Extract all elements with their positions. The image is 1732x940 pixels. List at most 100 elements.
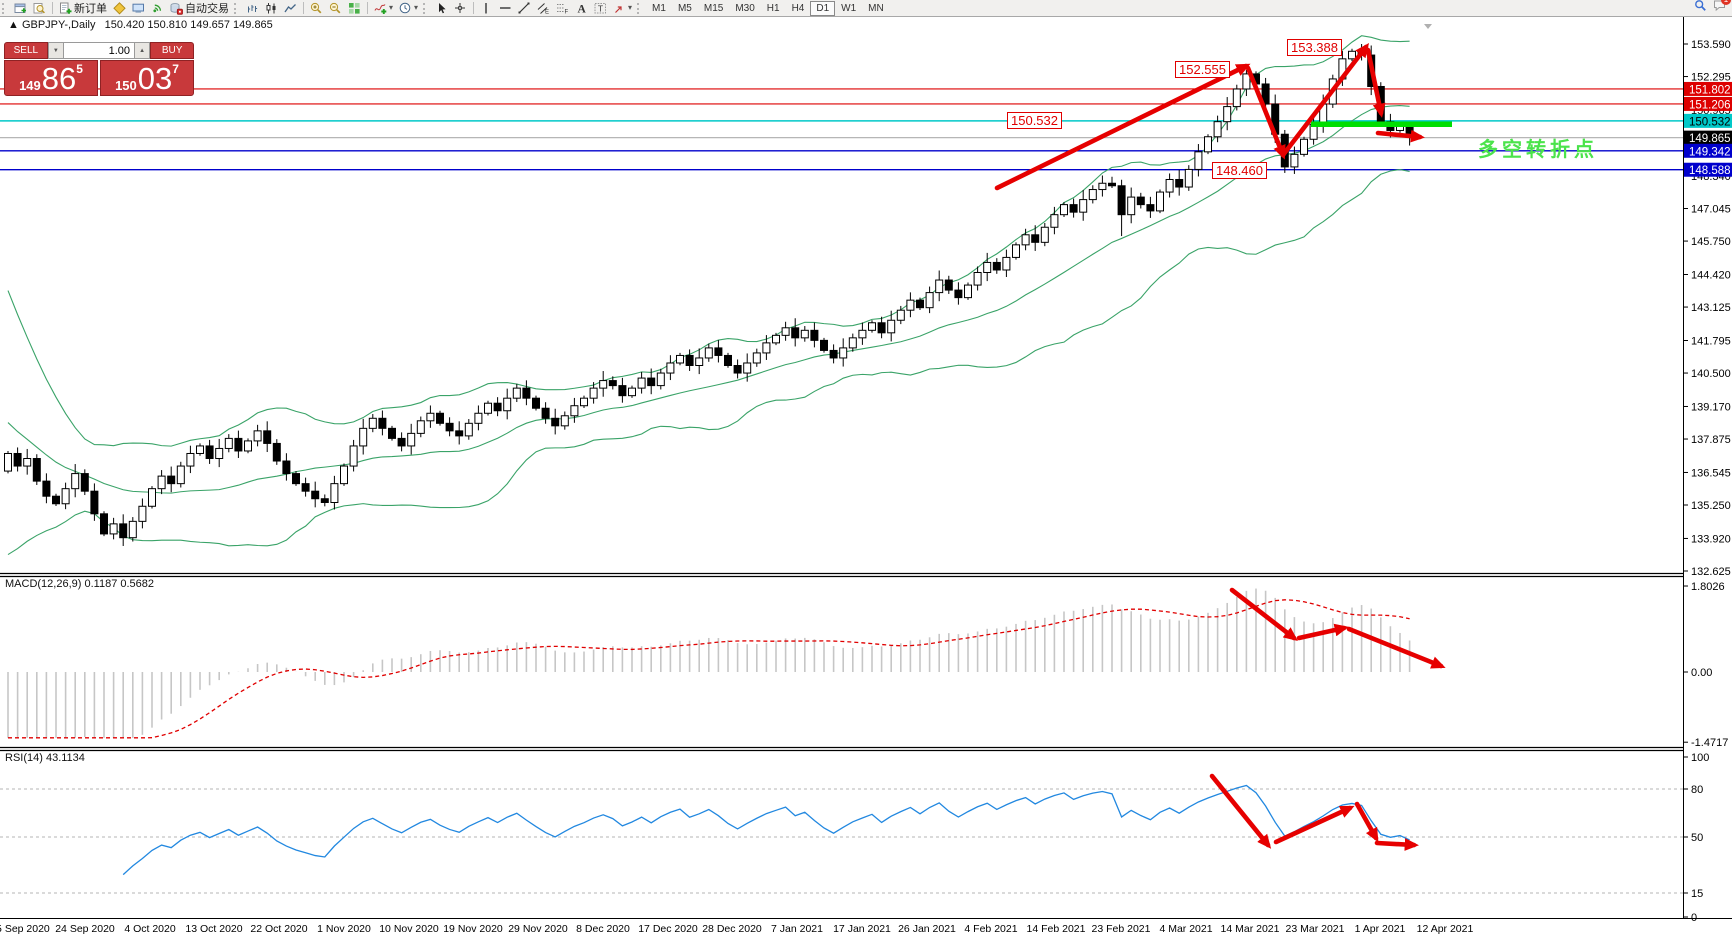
chart-candles-icon — [266, 2, 276, 13]
toolbar-drag-handle[interactable] — [423, 2, 430, 14]
candlesticks — [4, 44, 1414, 546]
date-tick-label: 15 Sep 2020 — [0, 923, 50, 935]
timeframe-h4-button[interactable]: H4 — [791, 2, 805, 14]
date-tick-label: 4 Mar 2021 — [1159, 923, 1212, 935]
chart-shift-marker[interactable] — [1424, 24, 1432, 29]
toolbar-separator — [473, 2, 475, 14]
macd-tick-label: 1.8026 — [1691, 581, 1725, 593]
chart-bars-button[interactable] — [243, 1, 262, 16]
rsi-tick-label: 0 — [1691, 912, 1697, 924]
ohlc-values: 150.420 150.810 149.657 149.865 — [104, 19, 273, 31]
new-window-icon — [14, 3, 26, 13]
support-zone-bar[interactable] — [1311, 121, 1452, 128]
zoom-out-button[interactable] — [326, 1, 345, 16]
date-tick-label: 22 Oct 2020 — [250, 923, 307, 935]
trend-arrows[interactable] — [994, 43, 1425, 191]
buy-price[interactable]: 150 03 7 — [100, 60, 194, 96]
sell-button[interactable]: SELL — [4, 42, 48, 59]
text-label-button[interactable]: T — [591, 1, 610, 16]
price-line-badge: 151.802 — [1689, 84, 1731, 96]
channel-button[interactable]: E — [534, 1, 553, 16]
price-line-badge: 150.532 — [1689, 116, 1731, 128]
svg-text:F: F — [565, 9, 569, 15]
periods-clock-button[interactable]: ▾ — [396, 1, 421, 16]
volume-input[interactable] — [64, 42, 134, 59]
date-tick-label: 19 Nov 2020 — [443, 923, 503, 935]
navigator-button[interactable] — [110, 1, 129, 16]
price-annotation-label[interactable]: 150.532 — [1007, 112, 1062, 129]
fibonacci-button[interactable]: F — [553, 1, 572, 16]
dropdown-caret-icon: ▾ — [414, 3, 419, 12]
volume-increase-button[interactable]: ▲ — [134, 42, 151, 59]
toolbar-drag-handle[interactable] — [2, 2, 9, 14]
rsi-trend-arrows[interactable] — [1209, 773, 1419, 851]
price-annotation-label[interactable]: 148.460 — [1212, 162, 1267, 179]
timeframe-m1-button[interactable]: M1 — [652, 2, 666, 14]
indicators-button[interactable]: ▾ — [371, 1, 396, 16]
buy-price-big-figure: 150 — [115, 78, 137, 93]
timeframe-mn-button[interactable]: MN — [868, 2, 884, 14]
text-button[interactable]: A — [572, 1, 591, 16]
timeframe-d1-button[interactable]: D1 — [810, 0, 836, 16]
date-tick-label: 12 Apr 2021 — [1417, 923, 1474, 935]
timeframe-h1-button[interactable]: H1 — [766, 2, 780, 14]
price-annotation-label[interactable]: 152.555 — [1175, 61, 1230, 78]
timeframe-w1-button[interactable]: W1 — [841, 2, 857, 14]
date-tick-label: 1 Apr 2021 — [1355, 923, 1406, 935]
autotrading-button[interactable]: 自动交易 — [167, 1, 232, 16]
notification-badge: 1 — [1721, 0, 1731, 5]
macd-trend-arrows[interactable] — [1229, 587, 1446, 669]
buy-button[interactable]: BUY — [150, 42, 194, 59]
search-button[interactable] — [1694, 0, 1707, 17]
profiles-search-icon — [33, 2, 45, 13]
date-tick-label: 10 Nov 2020 — [379, 923, 439, 935]
price-scale[interactable]: 153.590152.295150.965149.640148.340147.0… — [1683, 39, 1732, 578]
profiles-search-button[interactable] — [30, 1, 49, 16]
macd-pane-label: MACD(12,26,9) 0.1187 0.5682 — [5, 578, 155, 590]
chart-line-button[interactable] — [281, 1, 300, 16]
sell-price[interactable]: 149 86 5 — [4, 60, 98, 96]
turning-point-annotation[interactable]: 多空转折点 — [1478, 139, 1598, 161]
date-tick-label: 26 Jan 2021 — [898, 923, 956, 935]
signal-button[interactable] — [148, 1, 167, 16]
date-tick-label: 24 Sep 2020 — [55, 923, 115, 935]
chart-candles-button[interactable] — [262, 1, 281, 16]
toolbar-drag-handle[interactable] — [234, 2, 241, 14]
channel-icon: E — [537, 2, 549, 15]
horizontal-line-button[interactable] — [496, 1, 515, 16]
cursor-button[interactable] — [432, 1, 451, 16]
zoom-in-button[interactable] — [307, 1, 326, 16]
terminal-button[interactable] — [129, 1, 148, 16]
new-order-button[interactable]: 新订单 — [56, 1, 110, 16]
bollinger-bands[interactable] — [7, 35, 1410, 556]
price-line-badge: 151.206 — [1689, 99, 1731, 111]
date-tick-label: 13 Oct 2020 — [185, 923, 242, 935]
toolbar-drag-handle[interactable] — [637, 2, 644, 14]
timeframe-m15-button[interactable]: M15 — [703, 2, 724, 14]
timeframe-m5-button[interactable]: M5 — [677, 2, 692, 14]
periods-clock-icon — [399, 2, 411, 13]
arrows-icon — [615, 5, 622, 13]
rsi-tick-label: 50 — [1691, 832, 1703, 844]
chat-button[interactable]: 1 — [1713, 0, 1731, 17]
time-scale[interactable]: 15 Sep 2020 24 Sep 2020 4 Oct 2020 13 Oct 2… — [0, 923, 1473, 935]
trendline-icon — [518, 2, 530, 13]
volume-decrease-button[interactable]: ▼ — [47, 42, 64, 59]
trendline-button[interactable] — [515, 1, 534, 16]
vertical-line-button[interactable] — [477, 1, 496, 16]
price-tick-label: 132.625 — [1691, 566, 1731, 578]
vertical-line-icon — [485, 2, 487, 13]
tile-windows-icon — [349, 2, 360, 14]
macd-scale[interactable]: 1.8026 0.00 -1.4717 — [1683, 581, 1728, 749]
horizontal-line-objects[interactable] — [0, 88, 1683, 171]
tile-windows-button[interactable] — [345, 1, 364, 16]
new-window-button[interactable] — [11, 1, 30, 16]
arrows-button[interactable]: ▾ — [610, 1, 635, 16]
crosshair-button[interactable] — [451, 1, 470, 16]
terminal-icon — [132, 3, 144, 13]
timeframe-m30-button[interactable]: M30 — [735, 2, 755, 14]
price-annotation-label[interactable]: 153.388 — [1287, 39, 1342, 56]
rsi-scale[interactable]: 100 80 50 15 0 — [1683, 752, 1709, 924]
